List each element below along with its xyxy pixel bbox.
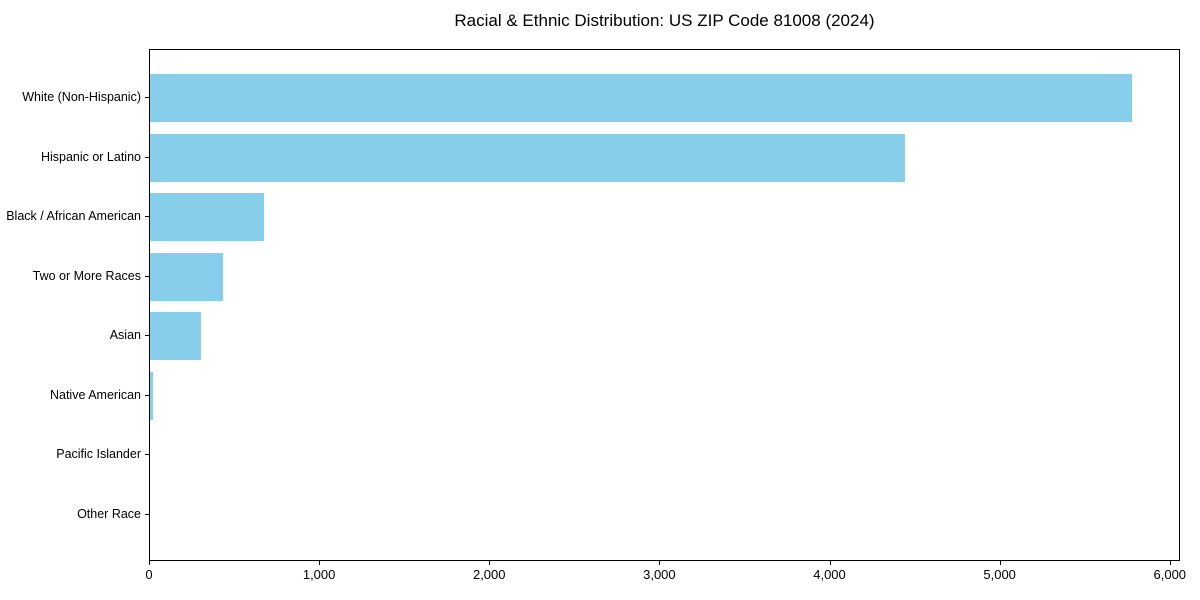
x-tick-mark bbox=[659, 561, 661, 565]
x-tick-label-4000: 4,000 bbox=[813, 567, 846, 582]
bar-asian bbox=[150, 312, 202, 361]
x-tick-label-0: 0 bbox=[145, 567, 153, 582]
y-tick-mark bbox=[145, 454, 149, 456]
x-tick-mark bbox=[999, 561, 1001, 565]
chart-title: Racial & Ethnic Distribution: US ZIP Cod… bbox=[454, 11, 875, 30]
x-tick-mark bbox=[1169, 561, 1171, 565]
y-tick-mark bbox=[145, 513, 149, 515]
x-tick-label-3000: 3,000 bbox=[643, 567, 676, 582]
y-tick-label-hispanic-or-latino: Hispanic or Latino bbox=[40, 149, 141, 164]
y-tick-label-two-or-more-races: Two or More Races bbox=[32, 268, 141, 283]
bar-black-african-american bbox=[150, 193, 264, 242]
y-tick-mark bbox=[145, 335, 149, 337]
x-tick-mark bbox=[319, 561, 321, 565]
bar-hispanic-or-latino bbox=[150, 133, 906, 182]
y-tick-label-asian: Asian bbox=[109, 328, 141, 343]
y-tick-label-native-american: Native American bbox=[49, 387, 141, 402]
x-tick-label-2000: 2,000 bbox=[472, 567, 506, 582]
bar-white-non-hispanic bbox=[150, 74, 1132, 122]
x-tick-label-1000: 1,000 bbox=[302, 567, 336, 582]
x-tick-mark bbox=[829, 561, 831, 565]
y-tick-mark bbox=[145, 156, 149, 158]
bar-two-or-more-races bbox=[150, 252, 224, 301]
bar-native-american bbox=[150, 371, 154, 420]
y-tick-mark bbox=[145, 97, 149, 98]
plot-area bbox=[149, 49, 1180, 561]
y-tick-mark bbox=[145, 275, 149, 277]
x-tick-label-5000: 5,000 bbox=[983, 567, 1016, 582]
x-tick-mark bbox=[489, 561, 491, 565]
x-tick-label-6000: 6,000 bbox=[1153, 567, 1187, 582]
y-tick-label-black-african-american: Black / African American bbox=[6, 209, 141, 224]
x-tick-mark bbox=[149, 561, 150, 565]
y-tick-label-white-non-hispanic: White (Non-Hispanic) bbox=[22, 90, 141, 104]
y-tick-label-other-race: Other Race bbox=[77, 506, 141, 521]
y-tick-mark bbox=[145, 394, 149, 396]
y-tick-mark bbox=[145, 216, 149, 218]
y-tick-label-pacific-islander: Pacific Islander bbox=[56, 447, 141, 462]
